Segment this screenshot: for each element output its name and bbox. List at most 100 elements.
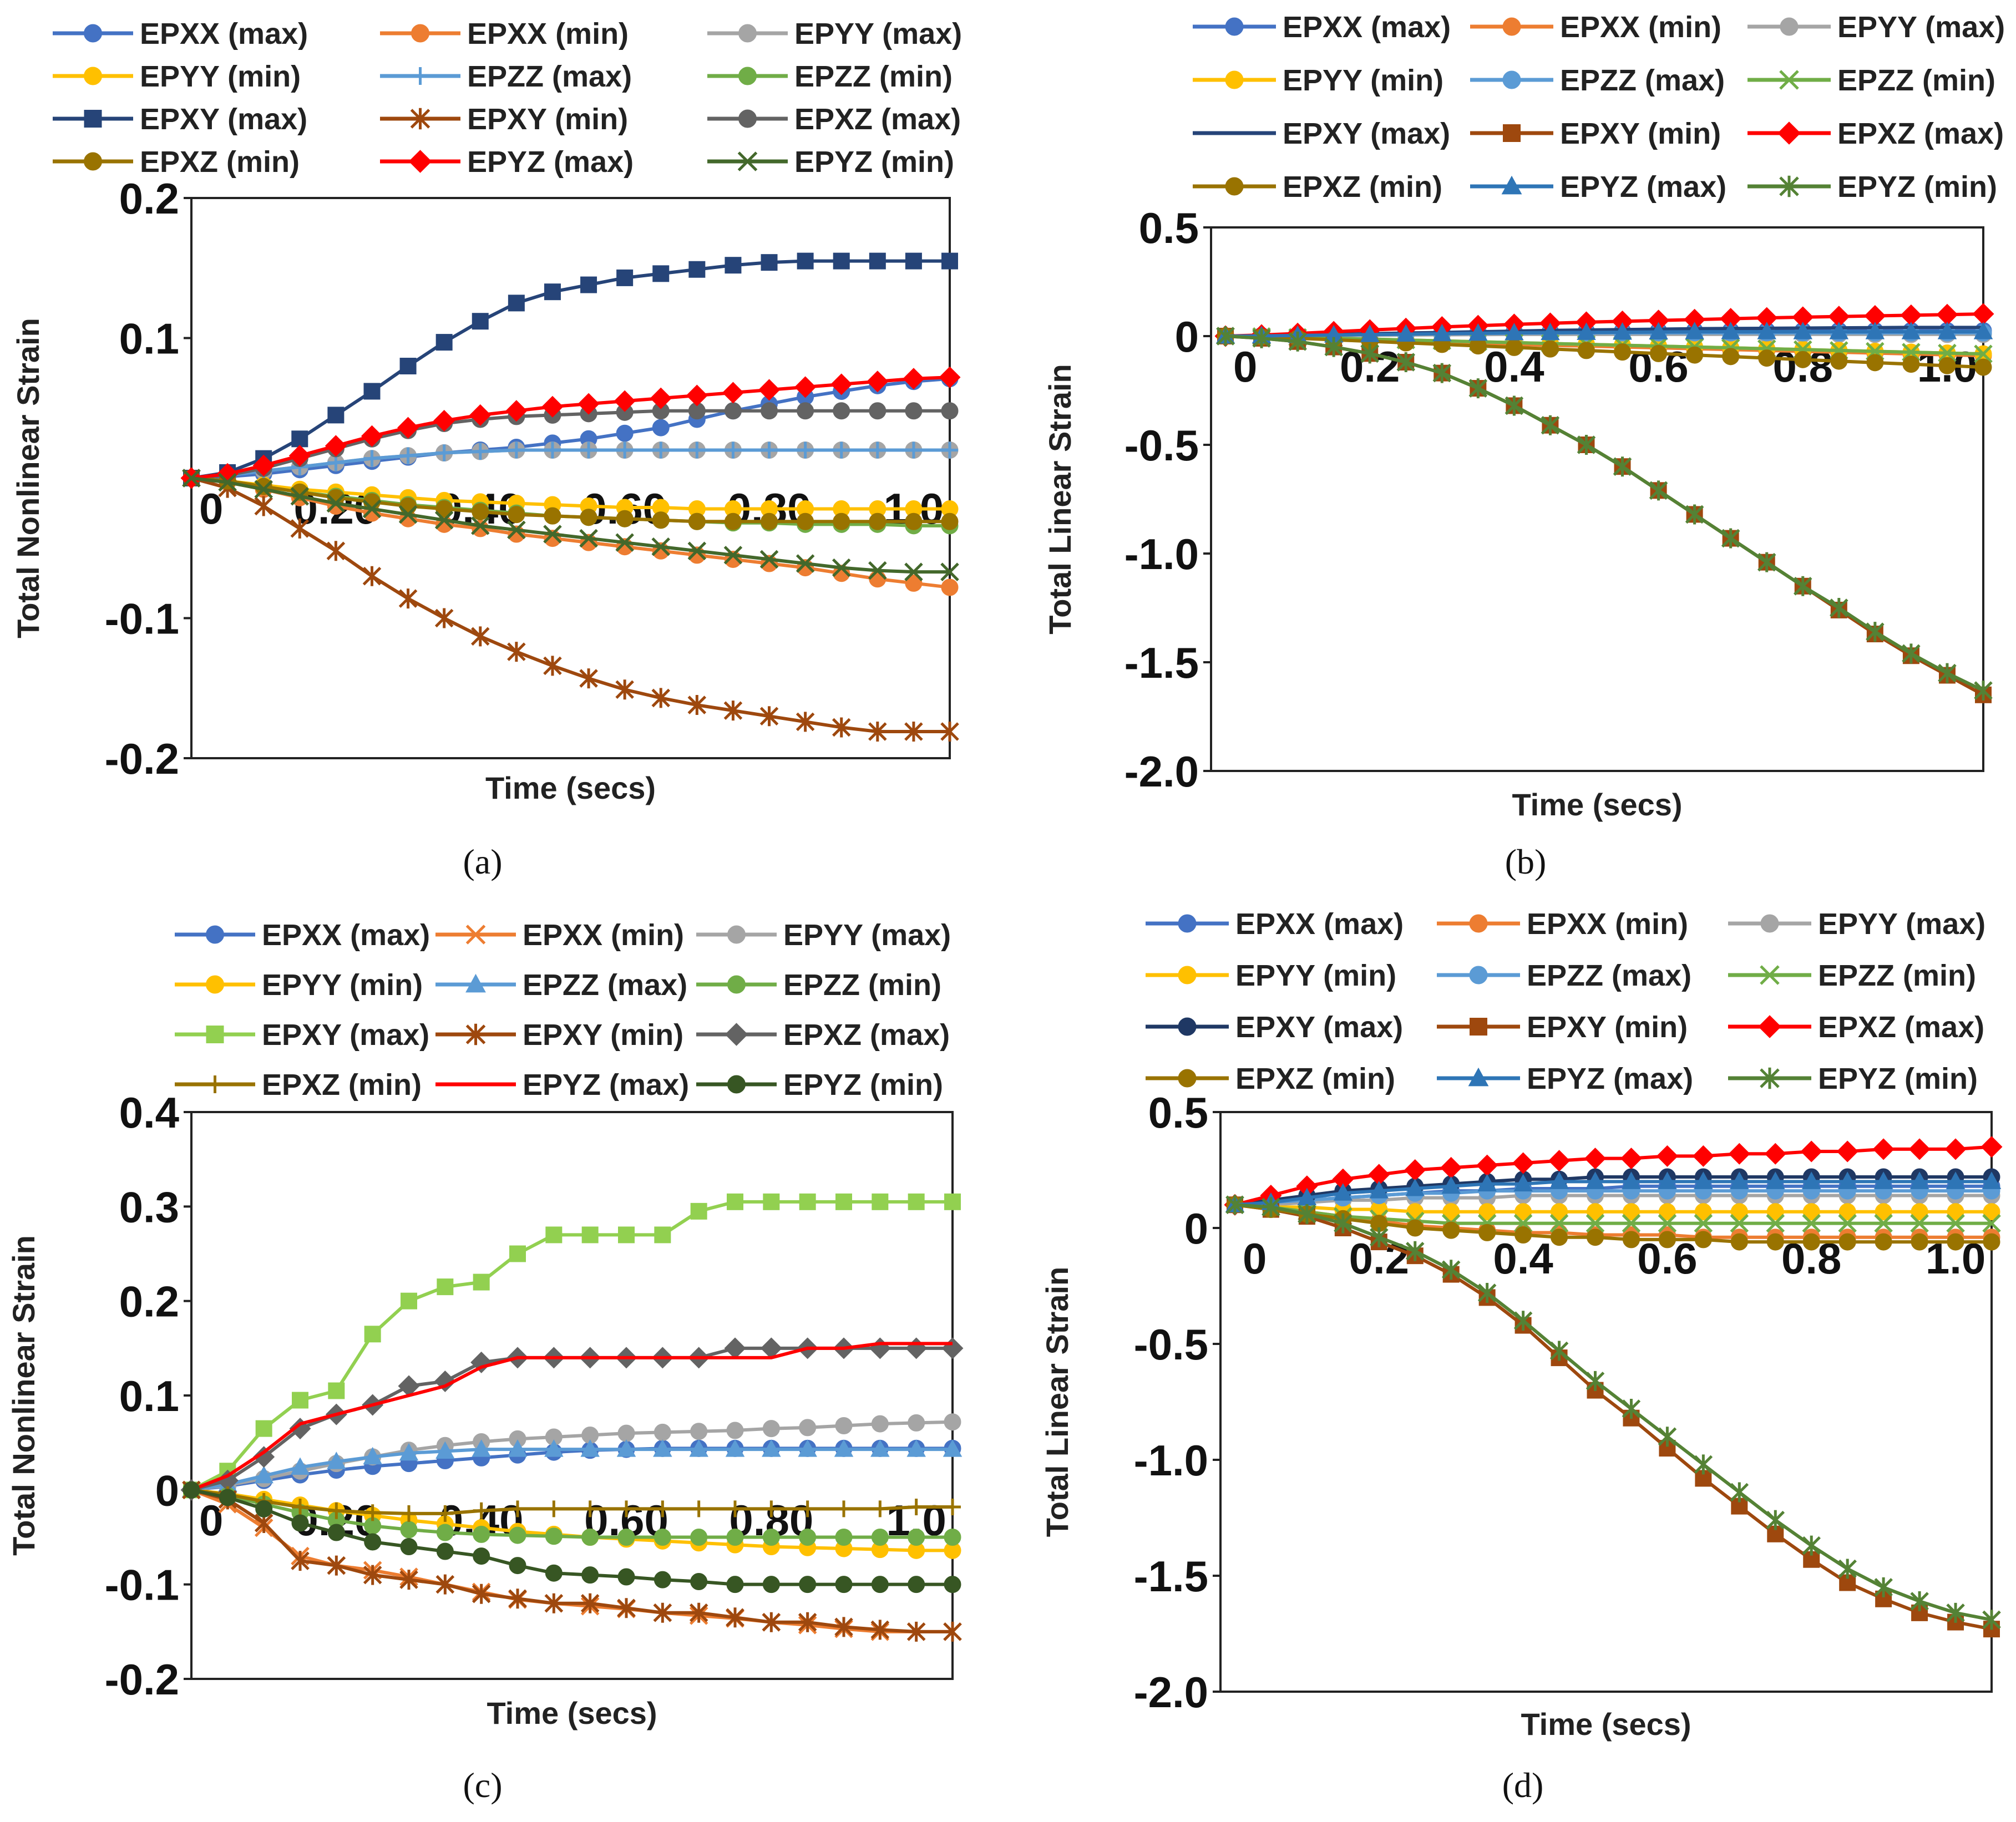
legend-label: EPYZ (max)	[1560, 170, 1726, 204]
data-point	[1216, 326, 1235, 346]
data-point	[1577, 435, 1596, 455]
data-point	[1866, 622, 1885, 642]
data-point	[653, 1439, 672, 1457]
data-point	[509, 1500, 526, 1518]
data-point	[436, 1524, 454, 1541]
legend-entry: EPYY (min)	[1193, 64, 1443, 97]
series-line	[190, 1200, 953, 1491]
data-point	[1297, 1187, 1317, 1206]
data-point	[1764, 1143, 1786, 1165]
data-point	[872, 1193, 889, 1210]
legend-label: EPYY (min)	[1235, 959, 1396, 992]
data-point	[1720, 308, 1742, 330]
data-point	[834, 1617, 853, 1637]
data-point	[580, 509, 597, 526]
data-point	[1551, 1203, 1568, 1221]
data-point	[652, 265, 670, 282]
legend-entry: EPYY (min)	[1146, 959, 1396, 992]
data-point	[759, 550, 779, 569]
data-point	[472, 1584, 491, 1604]
data-point	[833, 512, 850, 530]
data-point	[1405, 1241, 1425, 1261]
data-point	[581, 1529, 599, 1546]
legend-label: EPYZ (min)	[794, 145, 954, 179]
data-point	[399, 1443, 419, 1461]
data-point	[579, 529, 598, 548]
data-point	[1757, 322, 1776, 339]
data-point	[762, 1576, 780, 1593]
data-point	[580, 1439, 600, 1457]
legend-entry: EPYZ (max)	[1470, 170, 1726, 204]
data-point	[652, 441, 670, 459]
data-point	[1622, 1399, 1641, 1419]
data-point	[943, 1439, 963, 1457]
data-point	[363, 1447, 382, 1465]
legend-label: EPYZ (max)	[523, 1068, 689, 1102]
data-point	[869, 570, 887, 588]
data-point	[470, 1351, 493, 1373]
y-tick-label: -0.5	[1124, 421, 1199, 470]
legend-marker	[84, 152, 102, 171]
legend: EPXX (max) EPXX (min) EPYY (max) EPYY (min)…	[1193, 11, 2005, 204]
data-point	[254, 480, 273, 499]
data-point	[1936, 303, 1958, 326]
legend-label: EPZZ (max)	[1560, 64, 1725, 97]
data-point	[509, 1526, 526, 1544]
data-point	[544, 507, 561, 525]
data-point	[362, 499, 382, 519]
y-tick-label: 0.1	[119, 314, 179, 363]
legend-entry: EPXY (min)	[380, 103, 628, 136]
data-point	[1468, 323, 1488, 341]
data-point	[798, 1439, 817, 1457]
data-point	[614, 390, 636, 412]
data-point	[869, 441, 886, 459]
data-point	[398, 588, 418, 609]
data-point	[1794, 576, 1812, 596]
data-point	[1837, 1171, 1857, 1189]
data-point	[361, 425, 383, 447]
data-point	[870, 1620, 890, 1640]
legend-marker	[206, 975, 224, 994]
data-point	[508, 1439, 528, 1457]
legend-marker	[1760, 965, 1780, 985]
panel-label: (b)	[1505, 842, 1547, 881]
legend-label: EPXZ (min)	[1283, 170, 1442, 204]
data-point	[252, 454, 275, 476]
data-point	[726, 1576, 744, 1593]
data-point	[832, 717, 851, 738]
data-point	[906, 1621, 926, 1642]
legend-marker	[1760, 1067, 1780, 1089]
data-point	[1982, 1171, 2002, 1189]
data-point	[435, 334, 453, 351]
series-line	[1234, 1203, 1992, 1631]
data-point	[689, 1439, 708, 1457]
data-point	[1722, 348, 1740, 366]
legend-marker	[1777, 121, 1801, 145]
legend-marker	[465, 973, 486, 993]
y-tick-label: 0.4	[119, 1088, 179, 1137]
data-point	[1758, 349, 1776, 367]
data-point	[939, 366, 961, 388]
data-point	[799, 1193, 816, 1210]
data-point	[580, 1593, 600, 1613]
data-point	[1937, 322, 1957, 339]
data-point	[1656, 1145, 1678, 1167]
data-point	[1658, 1171, 1677, 1189]
legend-entry: EPYZ (max)	[1437, 1062, 1693, 1095]
data-point	[544, 441, 561, 459]
panel-label: (d)	[1502, 1765, 1544, 1805]
y-tick-label: 0	[155, 1466, 179, 1515]
data-point	[473, 1547, 490, 1565]
data-point	[1865, 322, 1885, 339]
series-epxy-min	[182, 1480, 962, 1642]
data-point	[835, 1529, 853, 1546]
data-point	[399, 1570, 418, 1590]
data-point	[905, 441, 922, 459]
data-point	[1586, 1214, 1605, 1233]
legend-label: EPYZ (min)	[1818, 1062, 1978, 1095]
data-point	[472, 443, 489, 460]
data-point	[1684, 308, 1706, 331]
data-point	[1721, 528, 1740, 549]
series-line	[191, 375, 950, 480]
data-point	[1288, 331, 1307, 352]
